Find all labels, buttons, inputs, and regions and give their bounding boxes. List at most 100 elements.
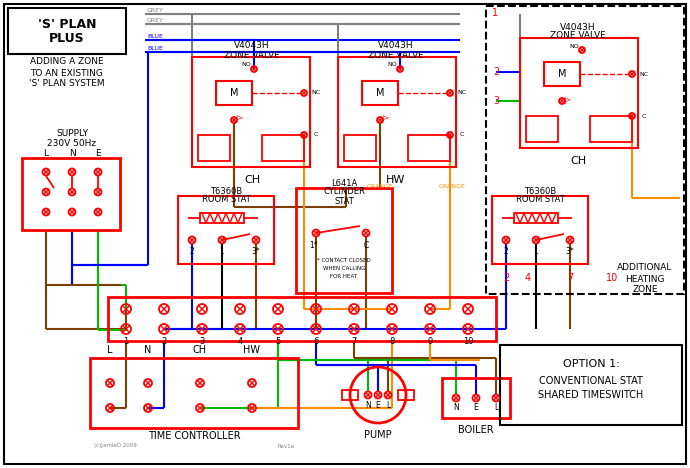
- Bar: [442, 378, 510, 418]
- Text: L: L: [386, 401, 390, 410]
- Text: C: C: [642, 114, 647, 118]
- Bar: [296, 188, 392, 293]
- Text: SHARED TIMESWITCH: SHARED TIMESWITCH: [538, 390, 644, 400]
- Text: ZONE VALVE: ZONE VALVE: [550, 31, 606, 41]
- Text: L: L: [494, 403, 498, 412]
- Text: NC: NC: [311, 90, 321, 95]
- Text: 1: 1: [124, 336, 128, 345]
- Text: 2: 2: [504, 248, 509, 256]
- Bar: [520, 38, 638, 148]
- Text: (c)JamieD 2009: (c)JamieD 2009: [94, 444, 137, 448]
- Bar: [200, 213, 244, 223]
- Text: 2: 2: [503, 273, 509, 283]
- Bar: [338, 57, 456, 167]
- Bar: [8, 8, 126, 54]
- Text: ROOM STAT: ROOM STAT: [515, 196, 564, 205]
- Text: FOR HEAT: FOR HEAT: [331, 273, 357, 278]
- Text: TIME CONTROLLER: TIME CONTROLLER: [148, 431, 240, 441]
- Text: 1: 1: [492, 8, 498, 18]
- Text: E: E: [473, 403, 478, 412]
- Text: STAT: STAT: [334, 197, 354, 205]
- Text: 10: 10: [463, 336, 473, 345]
- Text: 6: 6: [313, 336, 319, 345]
- Text: 'S' PLAN SYSTEM: 'S' PLAN SYSTEM: [29, 80, 105, 88]
- Bar: [108, 297, 496, 341]
- Text: 4: 4: [525, 273, 531, 283]
- Bar: [90, 358, 298, 428]
- Text: C: C: [364, 241, 368, 249]
- Text: N: N: [68, 149, 75, 159]
- Text: WHEN CALLING: WHEN CALLING: [323, 265, 365, 271]
- Text: 2: 2: [493, 67, 500, 77]
- Bar: [526, 116, 558, 142]
- Text: NO: NO: [387, 63, 397, 67]
- Text: CONVENTIONAL STAT: CONVENTIONAL STAT: [539, 376, 643, 386]
- Text: 7: 7: [567, 273, 573, 283]
- Bar: [262, 135, 304, 161]
- Text: L: L: [107, 345, 112, 355]
- Bar: [590, 116, 632, 142]
- Text: |>: |>: [381, 116, 389, 123]
- Text: 10: 10: [606, 273, 618, 283]
- Text: NC: NC: [640, 72, 649, 76]
- Text: C: C: [460, 132, 464, 138]
- Bar: [500, 345, 682, 425]
- Text: HW: HW: [244, 345, 261, 355]
- Text: 3*: 3*: [252, 248, 260, 256]
- Text: ZONE: ZONE: [632, 285, 658, 294]
- Bar: [22, 158, 120, 230]
- Text: ORANGE: ORANGE: [366, 184, 393, 190]
- Text: E: E: [375, 401, 380, 410]
- Bar: [344, 135, 376, 161]
- Text: V4043H: V4043H: [560, 22, 595, 31]
- Text: NO: NO: [241, 63, 251, 67]
- Text: M: M: [230, 88, 238, 98]
- Text: C: C: [314, 132, 318, 138]
- Text: L641A: L641A: [331, 178, 357, 188]
- Text: 1: 1: [533, 248, 538, 256]
- Text: N: N: [144, 345, 152, 355]
- Text: |>: |>: [563, 96, 571, 103]
- Text: TO AN EXISTING: TO AN EXISTING: [30, 68, 104, 78]
- Text: BOILER: BOILER: [458, 425, 494, 435]
- Text: GREY: GREY: [147, 8, 164, 14]
- Bar: [486, 6, 684, 294]
- Text: L: L: [43, 149, 48, 159]
- Bar: [398, 390, 414, 400]
- Text: 2: 2: [190, 248, 195, 256]
- Text: ROOM STAT: ROOM STAT: [201, 196, 250, 205]
- Bar: [492, 196, 588, 264]
- Bar: [514, 213, 558, 223]
- Text: * CONTACT CLOSED: * CONTACT CLOSED: [317, 257, 371, 263]
- Text: V4043H: V4043H: [378, 42, 414, 51]
- Text: NC: NC: [457, 90, 466, 95]
- Text: CH: CH: [570, 156, 586, 166]
- Text: 2: 2: [161, 336, 166, 345]
- Text: T6360B: T6360B: [524, 187, 556, 196]
- Text: 7: 7: [351, 336, 357, 345]
- Text: ZONE VALVE: ZONE VALVE: [368, 51, 424, 59]
- Bar: [408, 135, 450, 161]
- Text: PLUS: PLUS: [49, 32, 85, 45]
- Bar: [544, 62, 580, 86]
- Text: Rev1a: Rev1a: [278, 444, 295, 448]
- Text: HW: HW: [386, 175, 406, 185]
- Text: |>: |>: [235, 116, 243, 123]
- Text: BLUE: BLUE: [147, 46, 163, 51]
- Text: PUMP: PUMP: [364, 430, 392, 440]
- Bar: [198, 135, 230, 161]
- Bar: [192, 57, 310, 167]
- Text: BLUE: BLUE: [147, 35, 163, 39]
- Text: ADDING A ZONE: ADDING A ZONE: [30, 58, 104, 66]
- Text: CH: CH: [193, 345, 207, 355]
- Text: 3: 3: [493, 96, 499, 106]
- Bar: [362, 81, 398, 105]
- Text: ORANGE: ORANGE: [439, 184, 465, 190]
- Text: 4: 4: [237, 336, 243, 345]
- Text: 3: 3: [199, 336, 205, 345]
- Text: OPTION 1:: OPTION 1:: [562, 359, 620, 369]
- Text: ADDITIONAL: ADDITIONAL: [618, 263, 673, 272]
- Text: GREY: GREY: [147, 19, 164, 23]
- Text: V4043H: V4043H: [234, 42, 270, 51]
- Text: 1*: 1*: [310, 241, 318, 249]
